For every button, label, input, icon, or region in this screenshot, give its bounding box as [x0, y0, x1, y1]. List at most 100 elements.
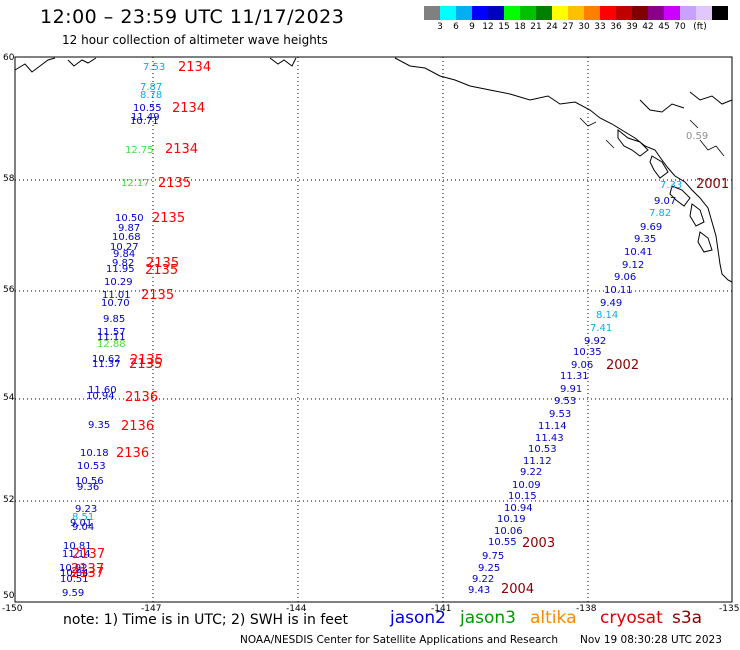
generation-timestamp: Nov 19 08:30:28 UTC 2023 — [580, 634, 722, 646]
pass-number-label: 2135 — [152, 211, 185, 226]
wave-height-value: 10.94 — [86, 391, 115, 402]
wave-height-value: 7.33 — [660, 180, 682, 191]
satellite-cryosat: cryosat — [600, 608, 663, 628]
scale-swatch — [472, 6, 488, 20]
wave-height-value: 11.57 — [97, 327, 126, 338]
wave-height-value: 8.51 — [72, 512, 94, 523]
wave-height-readings: 7.537.878.7810.5511.4910.7112.7512.1710.… — [59, 62, 708, 599]
pass-number-label: 2135 — [130, 353, 163, 368]
map-frame — [14, 56, 733, 603]
wave-height-value: 12.88 — [97, 339, 126, 350]
scale-label: 39 — [626, 22, 638, 32]
scale-label: 12 — [482, 22, 494, 32]
wave-height-value: 10.56 — [75, 476, 104, 487]
wave-height-value: 10.41 — [624, 247, 653, 258]
credit-line: NOAA/NESDIS Center for Satellite Applica… — [240, 634, 558, 646]
wave-height-value: 9.04 — [72, 522, 94, 533]
scale-label: 30 — [578, 22, 590, 32]
scale-swatch — [680, 6, 696, 20]
lon-label: -135 — [719, 604, 739, 614]
wave-height-value: 9.69 — [640, 222, 662, 233]
pass-number-label: 2004 — [501, 582, 534, 597]
wave-height-value: 9.23 — [75, 504, 97, 515]
pass-number-label: 2135 — [129, 357, 162, 372]
satellite-jason2: jason2 — [390, 608, 446, 628]
wave-height-value: 10.06 — [494, 526, 523, 537]
wave-height-value: 9.82 — [112, 258, 134, 269]
scale-label: 18 — [514, 22, 526, 32]
scale-swatch — [488, 6, 504, 20]
wave-height-value: 11.11 — [97, 332, 126, 343]
wave-height-value: 10.84 — [60, 568, 89, 579]
scale-label: 33 — [594, 22, 606, 32]
lat-label: 58 — [3, 174, 15, 184]
pass-number-label: 2136 — [116, 446, 149, 461]
land-interior — [579, 117, 725, 157]
pass-number-label: 2134 — [172, 101, 205, 116]
wave-height-value: 9.25 — [478, 563, 500, 574]
wave-height-value: 9.59 — [62, 588, 84, 599]
scale-swatch — [712, 6, 728, 20]
wave-height-value: 10.92 — [59, 563, 88, 574]
wave-height-value: 9.49 — [600, 298, 622, 309]
map-subtitle: 12 hour collection of altimeter wave hei… — [62, 33, 328, 47]
wave-height-value: 10.11 — [604, 285, 633, 296]
wave-height-value: 9.35 — [88, 420, 110, 431]
lat-label: 50 — [3, 591, 15, 601]
wave-height-value: 9.91 — [560, 384, 582, 395]
scale-label: 6 — [453, 22, 459, 32]
coastline — [14, 57, 733, 283]
lon-label: -138 — [576, 604, 597, 614]
wave-height-value: 10.68 — [112, 232, 141, 243]
pass-number-label: 2137 — [72, 547, 105, 562]
pass-number-label: 2135 — [145, 263, 178, 278]
wave-height-value: 9.22 — [472, 574, 494, 585]
pass-number-label: 2134 — [178, 60, 211, 75]
scale-label: 45 — [658, 22, 670, 32]
wave-height-value: 11.14 — [62, 549, 91, 560]
satellite-jason3: jason3 — [460, 608, 516, 628]
wave-height-value: 10.51 — [60, 574, 89, 585]
wave-height-value: 12.17 — [121, 178, 150, 189]
satellite-s3a: s3a — [672, 608, 703, 628]
wave-height-value: 9.07 — [654, 196, 676, 207]
scale-swatch — [568, 6, 584, 20]
pass-number-label: 2001 — [696, 177, 729, 192]
wave-height-value: 11.12 — [523, 456, 552, 467]
scale-label: 24 — [546, 22, 558, 32]
wave-height-value: 9.43 — [468, 585, 490, 596]
wave-height-value: 11.95 — [106, 264, 135, 275]
wave-height-value: 10.71 — [130, 116, 159, 127]
pass-number-label: 2136 — [121, 419, 154, 434]
wave-height-value: 10.94 — [504, 503, 533, 514]
wave-height-value: 10.35 — [573, 347, 602, 358]
wave-height-value: 11.60 — [88, 385, 117, 396]
scale-swatch — [648, 6, 664, 20]
wave-height-value: 7.87 — [140, 82, 162, 93]
wave-height-value: 9.12 — [622, 260, 644, 271]
scale-label: 70 — [674, 22, 686, 32]
wave-height-value: 12.75 — [125, 145, 154, 156]
pass-number-label: 2135 — [141, 288, 174, 303]
pass-number-label: 2134 — [165, 142, 198, 157]
map-title: 12:00 – 23:59 UTC 11/17/2023 — [40, 6, 345, 28]
latitude-labels: 60 58 56 54 52 50 — [3, 53, 15, 601]
wave-height-value: 8.78 — [140, 90, 162, 101]
wave-height-value: 9.92 — [584, 336, 606, 347]
wave-height-value: 10.53 — [528, 444, 557, 455]
lon-label: -141 — [431, 604, 451, 614]
lat-label: 56 — [3, 285, 15, 295]
scale-label: 3 — [437, 22, 443, 32]
wave-height-value: 9.36 — [77, 482, 99, 493]
wave-height-value: 9.53 — [554, 396, 576, 407]
pass-number-label: 2002 — [606, 358, 639, 373]
wave-height-value: 9.75 — [482, 551, 504, 562]
pass-number-label: 2135 — [158, 176, 191, 191]
lon-label: -150 — [2, 604, 23, 614]
wave-height-value: 9.53 — [549, 409, 571, 420]
lat-label: 52 — [3, 495, 14, 505]
wave-height-value: 8.14 — [596, 310, 618, 321]
lon-label: -144 — [286, 604, 307, 614]
scale-label: 9 — [469, 22, 475, 32]
wave-height-value: 10.15 — [508, 491, 537, 502]
